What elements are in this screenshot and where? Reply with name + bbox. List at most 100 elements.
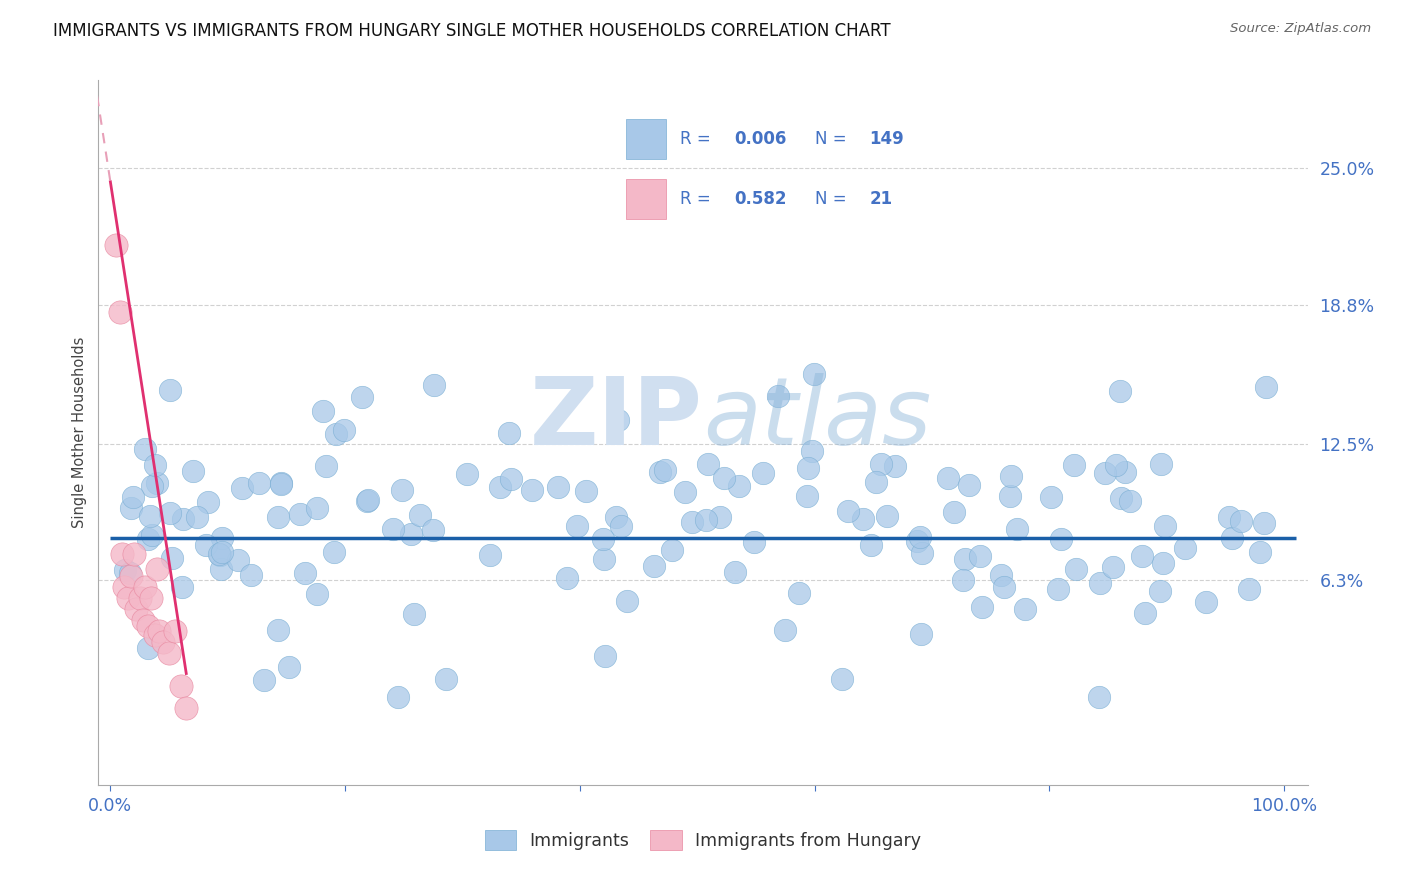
Point (1133, 607, 1156, 621)
Point (1039, 490, 1062, 504)
Point (1088, 575, 1111, 590)
Point (247, 475, 270, 490)
Point (1154, 518, 1177, 533)
Point (1220, 531, 1243, 545)
Point (605, 510, 627, 524)
Point (654, 463, 676, 477)
Point (422, 523, 444, 537)
Point (211, 531, 233, 545)
Point (172, 580, 194, 594)
Point (1249, 544, 1271, 558)
Point (456, 467, 478, 481)
Point (1094, 466, 1116, 480)
Point (742, 535, 765, 549)
Point (333, 423, 356, 437)
Point (422, 378, 444, 392)
Point (1064, 562, 1087, 576)
Point (305, 500, 328, 515)
Point (1253, 516, 1275, 531)
Point (643, 558, 665, 573)
Point (401, 526, 423, 541)
Point (908, 530, 931, 544)
Point (953, 551, 976, 566)
Point (870, 457, 893, 471)
Point (1109, 384, 1132, 398)
Point (1111, 491, 1133, 505)
Point (114, 563, 136, 577)
Point (294, 566, 316, 580)
Point (270, 476, 292, 491)
Legend: Immigrants, Immigrants from Hungary: Immigrants, Immigrants from Hungary (478, 823, 928, 857)
Point (1005, 522, 1028, 536)
Point (852, 511, 875, 525)
Point (998, 490, 1021, 504)
Point (120, 568, 142, 582)
Point (1218, 509, 1240, 524)
Point (575, 484, 598, 499)
Point (766, 389, 789, 403)
Point (139, 509, 162, 524)
Point (713, 471, 735, 485)
Point (1000, 469, 1022, 483)
Point (325, 426, 347, 441)
Point (357, 492, 380, 507)
Point (1132, 549, 1154, 563)
Point (911, 546, 934, 560)
Point (172, 512, 194, 526)
Point (957, 478, 980, 492)
Point (409, 508, 432, 522)
Point (1254, 379, 1277, 393)
Point (169, 679, 191, 693)
Point (434, 673, 457, 687)
Point (752, 466, 775, 480)
Point (141, 591, 163, 605)
Point (1119, 493, 1142, 508)
Point (648, 466, 671, 480)
Point (209, 562, 232, 576)
Point (112, 580, 135, 594)
Point (728, 479, 751, 493)
Point (141, 479, 163, 493)
Point (290, 507, 312, 521)
Point (125, 601, 148, 615)
Point (1063, 458, 1085, 473)
Point (797, 461, 820, 475)
Point (547, 480, 569, 494)
Point (277, 660, 299, 674)
Point (143, 628, 166, 642)
Point (132, 613, 155, 627)
Point (176, 701, 198, 715)
Point (489, 480, 512, 494)
Point (773, 623, 796, 637)
Point (157, 646, 180, 660)
Point (152, 635, 174, 649)
Point (498, 426, 520, 441)
Text: ZIP: ZIP (530, 373, 703, 465)
Point (990, 568, 1012, 582)
Point (315, 459, 337, 474)
Point (970, 599, 993, 614)
Point (592, 552, 614, 566)
Point (607, 413, 630, 427)
Text: atlas: atlas (703, 373, 931, 464)
Point (800, 443, 823, 458)
Point (134, 442, 156, 456)
Point (136, 641, 159, 656)
Point (208, 547, 231, 561)
Text: IMMIGRANTS VS IMMIGRANTS FROM HUNGARY SINGLE MOTHER HOUSEHOLDS CORRELATION CHART: IMMIGRANTS VS IMMIGRANTS FROM HUNGARY SI… (53, 22, 891, 40)
Point (209, 548, 232, 562)
Point (876, 508, 898, 523)
Point (146, 562, 169, 576)
Point (381, 522, 404, 536)
Point (197, 494, 219, 508)
Point (1105, 458, 1128, 473)
Point (356, 494, 378, 508)
Point (1152, 556, 1174, 570)
Point (709, 510, 731, 524)
Point (195, 538, 218, 552)
Point (122, 547, 145, 561)
Point (136, 532, 159, 546)
Point (352, 390, 374, 404)
Point (141, 528, 163, 542)
Point (1114, 466, 1136, 480)
